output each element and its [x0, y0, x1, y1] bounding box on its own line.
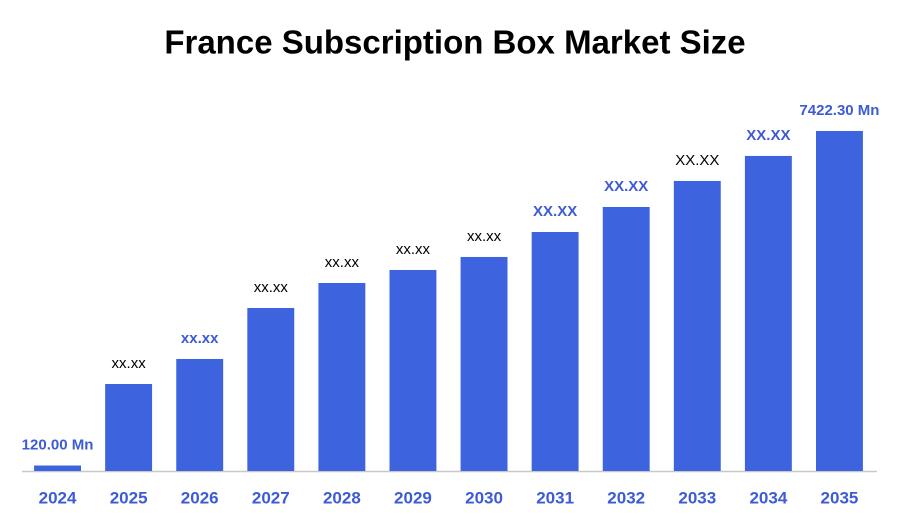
x-tick-label: 2024	[39, 488, 77, 507]
value-label: xx.xx	[396, 241, 431, 258]
bar	[105, 384, 153, 471]
value-label: 7422.30 Mn	[799, 102, 879, 119]
bar	[247, 307, 295, 471]
value-label: 120.00 Mn	[22, 436, 94, 453]
bar	[389, 269, 437, 471]
bar	[744, 155, 792, 471]
x-tick-label: 2035	[821, 488, 859, 507]
bar	[176, 358, 224, 471]
x-tick-label: 2034	[749, 488, 787, 507]
value-label: XX.XX	[533, 203, 577, 220]
x-tick-label: 2029	[394, 488, 432, 507]
bar	[34, 465, 81, 471]
value-label: xx.xx	[254, 279, 289, 296]
value-label: xx.xx	[325, 254, 360, 271]
value-label: XX.XX	[604, 178, 648, 195]
bar	[318, 282, 366, 471]
value-label: xx.xx	[181, 330, 219, 347]
chart-title: France Subscription Box Market Size	[164, 24, 745, 61]
x-tick-label: 2026	[181, 488, 219, 507]
bar	[531, 231, 579, 471]
value-label: XX.XX	[675, 152, 719, 169]
x-tick-label: 2032	[607, 488, 645, 507]
bar	[460, 256, 508, 471]
bar	[673, 180, 721, 471]
value-label: xx.xx	[467, 228, 502, 245]
bar	[602, 206, 650, 472]
x-tick-label: 2033	[678, 488, 716, 507]
value-label: xx.xx	[112, 355, 147, 372]
value-label: XX.XX	[746, 127, 790, 144]
x-tick-label: 2028	[323, 488, 361, 507]
x-tick-label: 2031	[536, 488, 574, 507]
x-tick-label: 2025	[110, 488, 148, 507]
x-tick-label: 2030	[465, 488, 503, 507]
bar	[816, 130, 863, 471]
x-tick-label: 2027	[252, 488, 290, 507]
